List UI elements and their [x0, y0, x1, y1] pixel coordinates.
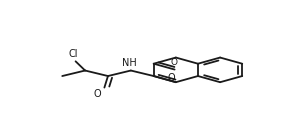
Text: NH: NH	[122, 58, 137, 68]
Text: O: O	[168, 73, 176, 83]
Text: O: O	[171, 58, 178, 67]
Text: O: O	[93, 89, 101, 99]
Text: Cl: Cl	[68, 49, 78, 59]
